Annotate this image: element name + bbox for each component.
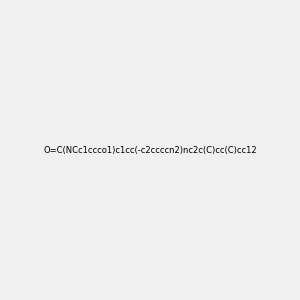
Text: O=C(NCc1ccco1)c1cc(-c2ccccn2)nc2c(C)cc(C)cc12: O=C(NCc1ccco1)c1cc(-c2ccccn2)nc2c(C)cc(C… <box>43 146 257 154</box>
